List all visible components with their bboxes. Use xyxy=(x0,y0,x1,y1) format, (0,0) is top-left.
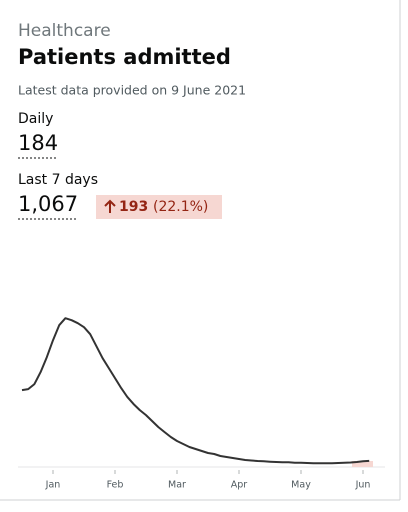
weekly-label: Last 7 days xyxy=(18,172,98,188)
x-tick-label: Jun xyxy=(355,480,371,491)
change-badge xyxy=(96,195,222,219)
latest-date: Latest data provided on 9 June 2021 xyxy=(18,83,246,98)
change-value: 193 xyxy=(119,199,148,215)
weekly-value[interactable]: 1,067 xyxy=(18,192,78,216)
card-title[interactable]: Patients admitted xyxy=(18,45,231,69)
x-tick-label: May xyxy=(291,480,311,491)
daily-label: Daily xyxy=(18,111,53,127)
daily-value[interactable]: 184 xyxy=(18,131,58,155)
last-week-highlight xyxy=(352,461,373,467)
data-line xyxy=(21,317,370,465)
x-tick-label: Jan xyxy=(45,480,61,491)
caption: Healthcare xyxy=(18,21,111,41)
up-arrow-icon xyxy=(104,199,116,213)
x-tick-label: Apr xyxy=(231,480,248,491)
x-tick-label: Mar xyxy=(168,480,186,491)
change-percent: (22.1%) xyxy=(153,199,208,215)
x-tick-label: Feb xyxy=(107,480,124,491)
